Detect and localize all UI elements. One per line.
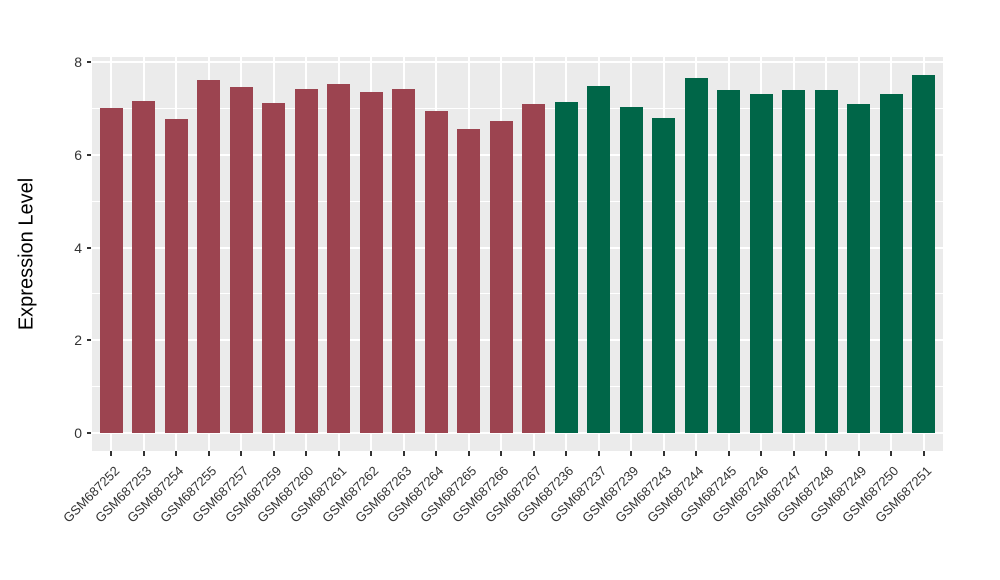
minor-gridline bbox=[92, 107, 943, 109]
minor-gridline bbox=[92, 200, 943, 202]
y-tick-mark bbox=[87, 61, 91, 63]
x-tick-mark bbox=[175, 451, 178, 456]
x-tick-mark bbox=[402, 451, 405, 456]
bar-GSM687263 bbox=[392, 88, 416, 433]
y-tick-label: 2 bbox=[74, 332, 82, 349]
y-tick-mark bbox=[87, 339, 91, 342]
x-tick-mark bbox=[272, 451, 275, 456]
y-tick-mark bbox=[87, 432, 91, 434]
bar-GSM687267 bbox=[522, 103, 546, 433]
bar-GSM687236 bbox=[554, 102, 578, 433]
x-tick-mark bbox=[760, 451, 763, 456]
x-tick-mark bbox=[727, 451, 730, 456]
bar-GSM687239 bbox=[619, 106, 643, 433]
bar-GSM687266 bbox=[489, 120, 513, 433]
x-tick-mark bbox=[467, 451, 470, 456]
bar-GSM687251 bbox=[912, 74, 935, 433]
x-tick-mark bbox=[890, 451, 893, 456]
x-tick-mark bbox=[857, 451, 860, 456]
bar-GSM687248 bbox=[814, 90, 838, 433]
major-gridline bbox=[92, 339, 943, 342]
x-tick-mark bbox=[240, 451, 243, 456]
major-gridline bbox=[92, 246, 943, 249]
major-gridline bbox=[92, 61, 943, 63]
y-tick-label: 8 bbox=[74, 54, 82, 70]
x-tick-mark bbox=[922, 451, 925, 456]
x-tick-mark bbox=[110, 451, 113, 456]
y-tick-label: 4 bbox=[74, 239, 82, 256]
bar-GSM687247 bbox=[782, 90, 806, 433]
x-tick-mark bbox=[597, 451, 600, 456]
x-tick-mark bbox=[142, 451, 145, 456]
y-tick-mark bbox=[87, 153, 91, 156]
minor-gridline bbox=[92, 293, 943, 295]
bar-GSM687246 bbox=[749, 94, 773, 433]
bar-GSM687245 bbox=[717, 89, 741, 433]
bar-GSM687260 bbox=[294, 89, 318, 433]
y-tick-label: 6 bbox=[74, 146, 82, 163]
bar-GSM687265 bbox=[457, 128, 481, 433]
minor-gridline bbox=[92, 386, 943, 388]
bar-GSM687249 bbox=[847, 104, 871, 433]
x-tick-mark bbox=[565, 451, 568, 456]
y-tick-label: 0 bbox=[74, 425, 82, 441]
y-tick-mark bbox=[87, 246, 91, 249]
x-tick-mark bbox=[695, 451, 698, 456]
x-tick-mark bbox=[337, 451, 340, 456]
bar-GSM687255 bbox=[197, 79, 221, 433]
bar-GSM687244 bbox=[684, 77, 708, 433]
bar-GSM687250 bbox=[879, 94, 903, 433]
bar-GSM687261 bbox=[327, 83, 351, 433]
bar-GSM687262 bbox=[359, 92, 383, 433]
major-gridline bbox=[92, 432, 943, 434]
bar-GSM687243 bbox=[652, 117, 676, 433]
x-tick-mark bbox=[662, 451, 665, 456]
x-tick-mark bbox=[370, 451, 373, 456]
x-tick-mark bbox=[305, 451, 308, 456]
bar-GSM687257 bbox=[229, 86, 253, 433]
x-tick-mark bbox=[207, 451, 210, 456]
bar-GSM687254 bbox=[164, 119, 188, 433]
bar-GSM687237 bbox=[587, 86, 611, 433]
x-tick-mark bbox=[792, 451, 795, 456]
major-gridline bbox=[92, 153, 943, 156]
x-tick-mark bbox=[630, 451, 633, 456]
bar-GSM687253 bbox=[132, 100, 156, 433]
plot-panel bbox=[92, 57, 943, 451]
bar-GSM687264 bbox=[424, 111, 448, 433]
x-tick-mark bbox=[435, 451, 438, 456]
x-tick-mark bbox=[825, 451, 828, 456]
x-tick-mark bbox=[500, 451, 503, 456]
x-tick-mark bbox=[532, 451, 535, 456]
bar-GSM687259 bbox=[262, 102, 286, 433]
bar-GSM687252 bbox=[99, 108, 123, 433]
